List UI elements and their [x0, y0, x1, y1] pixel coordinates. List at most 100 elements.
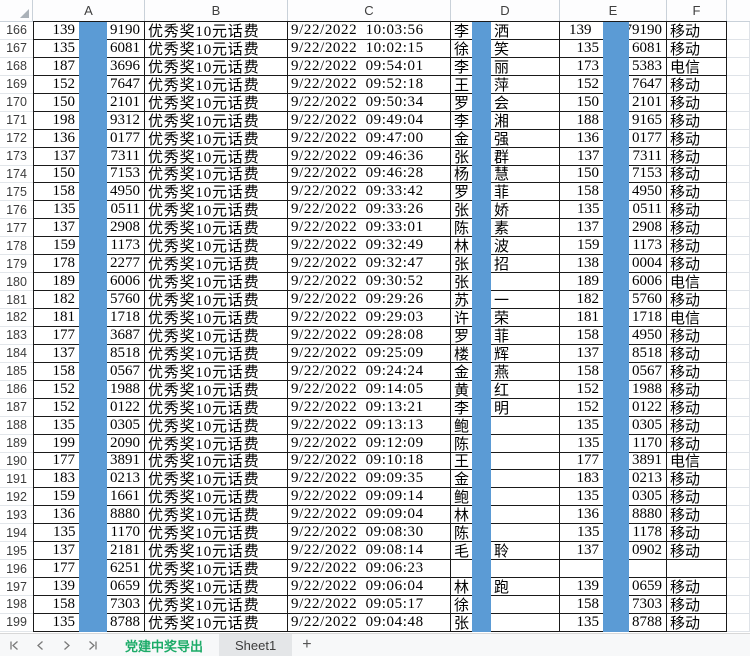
cell-carrier[interactable]: 移动	[667, 291, 727, 309]
cell-prize[interactable]: 优秀奖10元话费	[145, 291, 288, 309]
cell-name[interactable]: 毛聆	[451, 542, 560, 561]
cell-carrier[interactable]: 移动	[667, 434, 727, 453]
row-header[interactable]: 196	[0, 560, 33, 579]
cell-overflow[interactable]	[727, 201, 750, 220]
row-header[interactable]: 166	[0, 22, 33, 40]
row-header[interactable]: 192	[0, 488, 33, 507]
cell-timestamp[interactable]: 9/22/2022 09:14:05	[288, 380, 451, 399]
cell-carrier[interactable]: 移动	[667, 416, 727, 435]
cell-timestamp[interactable]: 9/22/2022 09:52:18	[288, 75, 451, 94]
cell-timestamp[interactable]: 9/22/2022 09:12:09	[288, 434, 451, 453]
cell-timestamp[interactable]: 9/22/2022 09:08:14	[288, 542, 451, 561]
cell-overflow[interactable]	[727, 578, 750, 596]
cell-overflow[interactable]	[727, 273, 750, 292]
cell-carrier[interactable]	[667, 560, 727, 579]
cell-prize[interactable]: 优秀奖10元话费	[145, 165, 288, 184]
row-header[interactable]: 195	[0, 542, 33, 561]
cell-name[interactable]: 张群	[451, 147, 560, 166]
cell-name[interactable]: 金燕	[451, 362, 560, 381]
cell-name[interactable]: 张	[451, 613, 560, 632]
cell-prize[interactable]: 优秀奖10元话费	[145, 398, 288, 417]
cell-prize[interactable]: 优秀奖10元话费	[145, 596, 288, 614]
row-header[interactable]: 181	[0, 291, 33, 309]
column-header-f[interactable]: F	[667, 0, 727, 22]
cell-overflow[interactable]	[727, 344, 750, 363]
row-header[interactable]: 169	[0, 76, 33, 94]
cell-prize[interactable]: 优秀奖10元话费	[145, 488, 288, 507]
cell-prize[interactable]: 优秀奖10元话费	[145, 326, 288, 345]
cell-prize[interactable]: 优秀奖10元话费	[145, 416, 288, 435]
cell-prize[interactable]: 优秀奖10元话费	[145, 147, 288, 166]
row-header[interactable]: 187	[0, 399, 33, 417]
cell-overflow[interactable]	[727, 237, 750, 256]
cell-prize[interactable]: 优秀奖10元话费	[145, 39, 288, 58]
cell-overflow[interactable]	[727, 596, 750, 614]
row-header[interactable]: 182	[0, 309, 33, 327]
cell-carrier[interactable]: 移动	[667, 39, 727, 58]
row-header[interactable]: 185	[0, 363, 33, 381]
row-header[interactable]: 193	[0, 506, 33, 525]
cell-prize[interactable]: 优秀奖10元话费	[145, 506, 288, 525]
row-header[interactable]: 189	[0, 435, 33, 453]
cell-overflow[interactable]	[727, 398, 750, 417]
cell-timestamp[interactable]: 9/22/2022 09:33:26	[288, 201, 451, 220]
cell-overflow[interactable]	[727, 39, 750, 58]
cell-overflow[interactable]	[727, 524, 750, 543]
cell-carrier[interactable]: 移动	[667, 147, 727, 166]
cell-carrier[interactable]: 移动	[667, 111, 727, 130]
cell-name[interactable]: 张	[451, 273, 560, 292]
cell-timestamp[interactable]: 9/22/2022 09:05:17	[288, 596, 451, 614]
cell-carrier[interactable]: 移动	[667, 165, 727, 184]
cell-carrier[interactable]: 电信	[667, 452, 727, 471]
cell-name[interactable]: 张招	[451, 255, 560, 274]
column-header-c[interactable]: C	[288, 0, 451, 22]
cell-carrier[interactable]: 移动	[667, 362, 727, 381]
cell-timestamp[interactable]: 9/22/2022 09:46:28	[288, 165, 451, 184]
cell-name[interactable]: 李洒	[451, 22, 560, 40]
cell-prize[interactable]: 优秀奖10元话费	[145, 578, 288, 596]
cell-overflow[interactable]	[727, 57, 750, 76]
cell-name[interactable]: 黄红	[451, 380, 560, 399]
column-header-d[interactable]: D	[451, 0, 560, 22]
cell-overflow[interactable]	[727, 93, 750, 112]
row-header[interactable]: 190	[0, 453, 33, 471]
cell-name[interactable]: 王萍	[451, 75, 560, 94]
cell-prize[interactable]: 优秀奖10元话费	[145, 362, 288, 381]
cell-phone-e[interactable]: 135 0305	[560, 488, 667, 507]
cell-prize[interactable]: 优秀奖10元话费	[145, 560, 288, 579]
cell-overflow[interactable]	[727, 416, 750, 435]
sheet-tab-sheet1[interactable]: Sheet1	[219, 634, 293, 656]
cell-name[interactable]: 罗菲	[451, 326, 560, 345]
cell-overflow[interactable]	[727, 111, 750, 130]
column-header-e[interactable]: E	[560, 0, 667, 22]
cell-phone-a[interactable]: 135 0511	[33, 201, 145, 220]
cell-carrier[interactable]: 电信	[667, 57, 727, 76]
last-sheet-icon[interactable]	[86, 639, 99, 652]
cell-prize[interactable]: 优秀奖10元话费	[145, 75, 288, 94]
row-header[interactable]: 174	[0, 166, 33, 184]
cell-carrier[interactable]: 移动	[667, 542, 727, 561]
cell-timestamp[interactable]: 9/22/2022 09:33:01	[288, 219, 451, 238]
next-sheet-icon[interactable]	[60, 639, 73, 652]
cell-carrier[interactable]: 移动	[667, 201, 727, 220]
cell-name[interactable]: 陈素	[451, 219, 560, 238]
cell-prize[interactable]: 优秀奖10元话费	[145, 219, 288, 238]
cell-timestamp[interactable]: 9/22/2022 09:09:04	[288, 506, 451, 525]
cell-name[interactable]: 林波	[451, 237, 560, 256]
cell-carrier[interactable]: 移动	[667, 183, 727, 202]
row-header[interactable]: 180	[0, 273, 33, 292]
cell-phone-a[interactable]: 137 2908	[33, 219, 145, 238]
cell-name[interactable]: 徐	[451, 596, 560, 614]
cell-name[interactable]: 张娇	[451, 201, 560, 220]
cell-timestamp[interactable]: 9/22/2022 09:04:48	[288, 613, 451, 632]
cell-name[interactable]: 鲍	[451, 416, 560, 435]
cell-overflow[interactable]	[727, 380, 750, 399]
cell-carrier[interactable]: 移动	[667, 219, 727, 238]
cell-name[interactable]: 许荣	[451, 309, 560, 327]
cell-carrier[interactable]: 移动	[667, 255, 727, 274]
cell-overflow[interactable]	[727, 470, 750, 489]
cell-overflow[interactable]	[727, 255, 750, 274]
cell-overflow[interactable]	[727, 326, 750, 345]
cell-carrier[interactable]: 移动	[667, 578, 727, 596]
cell-timestamp[interactable]: 9/22/2022 09:29:26	[288, 291, 451, 309]
